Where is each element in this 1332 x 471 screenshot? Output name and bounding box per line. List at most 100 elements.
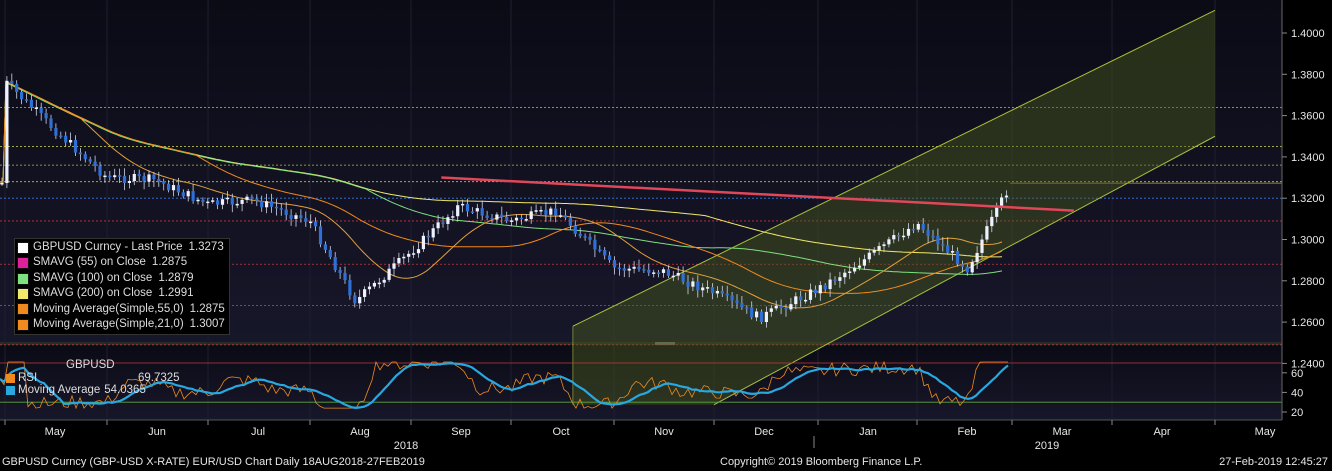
candle-body	[769, 308, 773, 312]
candle-body	[171, 185, 176, 191]
rsi-panel-bg	[0, 345, 1282, 420]
y-tick-label: 1.2400	[1291, 358, 1325, 370]
candle-body	[122, 175, 127, 184]
candle-body	[201, 199, 205, 202]
candle-body	[456, 205, 460, 217]
price-legend: GBPUSD Curncy - Last Price 1.3273 SMAVG (5…	[14, 238, 230, 336]
legend-swatch	[17, 241, 29, 254]
candle-body	[975, 252, 979, 263]
legend-label: Moving Average(Simple,55,0)	[33, 302, 184, 315]
candle-body	[118, 175, 122, 177]
legend-entry: SMAVG (100) on Close 1.2879	[17, 271, 225, 286]
candle-body	[284, 209, 288, 216]
panel-splitter-handle[interactable]	[655, 342, 675, 345]
candle-body	[186, 191, 190, 197]
candle-body	[475, 208, 479, 212]
candle-body	[5, 80, 9, 184]
candle-body	[789, 304, 793, 310]
candle-body	[916, 223, 920, 230]
rsi-tick-label: 20	[1291, 407, 1303, 419]
candle-body	[348, 280, 352, 296]
candle-body	[559, 215, 563, 217]
candle-body	[328, 249, 332, 258]
x-tick-label: Dec	[754, 426, 774, 438]
candle-body	[338, 270, 342, 273]
legend-swatch	[17, 303, 29, 316]
candle-body	[382, 279, 386, 283]
legend-entry: SMAVG (200) on Close 1.2991	[17, 286, 225, 301]
x-tick-label: May	[45, 426, 66, 438]
legend-value: 1.3007	[189, 318, 225, 331]
y-tick-label: 1.3800	[1291, 69, 1325, 81]
rsi-legend-value: 69.7325	[138, 371, 180, 384]
candle-body	[578, 233, 582, 237]
candle-body	[710, 287, 715, 294]
candle-body	[255, 198, 259, 201]
candle-body	[549, 208, 553, 215]
candle-body	[706, 287, 710, 289]
candle-body	[49, 118, 53, 128]
candle-body	[480, 208, 484, 216]
candle-body	[960, 264, 964, 267]
y-tick-label: 1.3600	[1291, 111, 1325, 123]
x-tick-label: Oct	[552, 426, 569, 438]
candle-body	[813, 289, 817, 294]
legend-value: 1.3273	[188, 241, 224, 253]
candle-body	[534, 210, 538, 212]
candle-body	[588, 236, 592, 240]
ma-55-line	[0, 80, 1003, 294]
candle-body	[490, 218, 494, 220]
channel-upper-line	[572, 9, 1216, 327]
rsi-legend-value: 54.0365	[104, 383, 146, 396]
candle-body	[397, 258, 401, 264]
y-tick-label: 1.3200	[1291, 193, 1325, 205]
candle-body	[647, 269, 651, 273]
candle-body	[343, 272, 347, 281]
candle-body	[779, 305, 783, 308]
legend-entry: Moving Average(Simple,55,0) 1.2875	[17, 302, 225, 317]
footer-copyright: Copyright© 2019 Bloomberg Finance L.P.	[720, 456, 923, 468]
candle-body	[652, 272, 656, 274]
candle-body	[333, 257, 337, 271]
candle-body	[265, 201, 269, 208]
legend-value: 1.2879	[158, 271, 194, 284]
candle-body	[196, 199, 200, 202]
candle-body	[872, 250, 876, 253]
y-tick-label: 1.3000	[1291, 235, 1325, 247]
candle-body	[88, 159, 92, 162]
candle-body	[495, 214, 499, 220]
candle-body	[897, 235, 901, 237]
x-tick-label: Jul	[251, 426, 265, 438]
candle-body	[867, 252, 871, 260]
candle-body	[990, 216, 994, 227]
candle-body	[64, 135, 68, 143]
candle-body	[176, 185, 180, 193]
candle-body	[152, 174, 156, 180]
rsi-legend-label: Moving Average	[18, 383, 101, 396]
candle-body	[245, 196, 249, 200]
rsi-tick-label: 60	[1291, 368, 1303, 380]
candle-body	[15, 83, 19, 93]
candle-body	[681, 272, 685, 282]
trend-channel-fill	[572, 10, 1215, 405]
candle-body	[230, 197, 234, 205]
candle-body	[142, 176, 146, 182]
candle-body	[235, 203, 239, 206]
candle-body	[304, 218, 308, 222]
x-tick-label: Feb	[958, 426, 977, 438]
candle-body	[220, 199, 225, 205]
candle-body	[441, 222, 445, 224]
candle-body	[804, 299, 808, 302]
panel-divider	[0, 342, 1282, 345]
candle-body	[573, 225, 577, 234]
candle-body	[701, 287, 705, 291]
candle-body	[823, 285, 827, 289]
candle-body	[696, 281, 700, 291]
candle-body	[926, 229, 930, 236]
candle-body	[544, 210, 548, 215]
candle-body	[828, 279, 832, 289]
candle-body	[485, 215, 489, 219]
candle-body	[539, 210, 543, 212]
candle-body	[211, 200, 215, 202]
candle-body	[686, 281, 690, 287]
